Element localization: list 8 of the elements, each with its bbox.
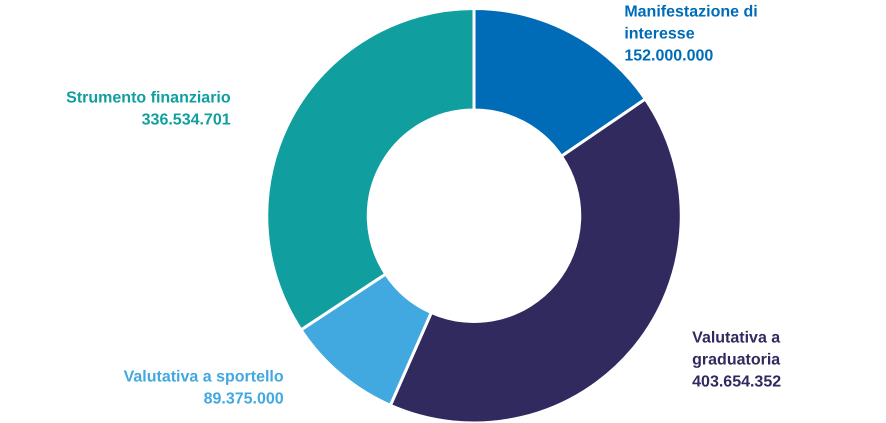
slice-label: Manifestazione di interesse bbox=[624, 4, 762, 42]
data-label: 403.654.352 bbox=[692, 373, 782, 390]
data-label: 152.000.000 bbox=[624, 48, 714, 64]
data-label: 89.375.000 bbox=[204, 390, 284, 408]
slice-label: Strumento finanziario bbox=[66, 89, 231, 106]
data-label: 336.534.701 bbox=[142, 111, 231, 128]
slice-label: Valutativa a sportello bbox=[124, 368, 284, 386]
slice-label: Valutativa a graduatoria bbox=[692, 329, 785, 368]
